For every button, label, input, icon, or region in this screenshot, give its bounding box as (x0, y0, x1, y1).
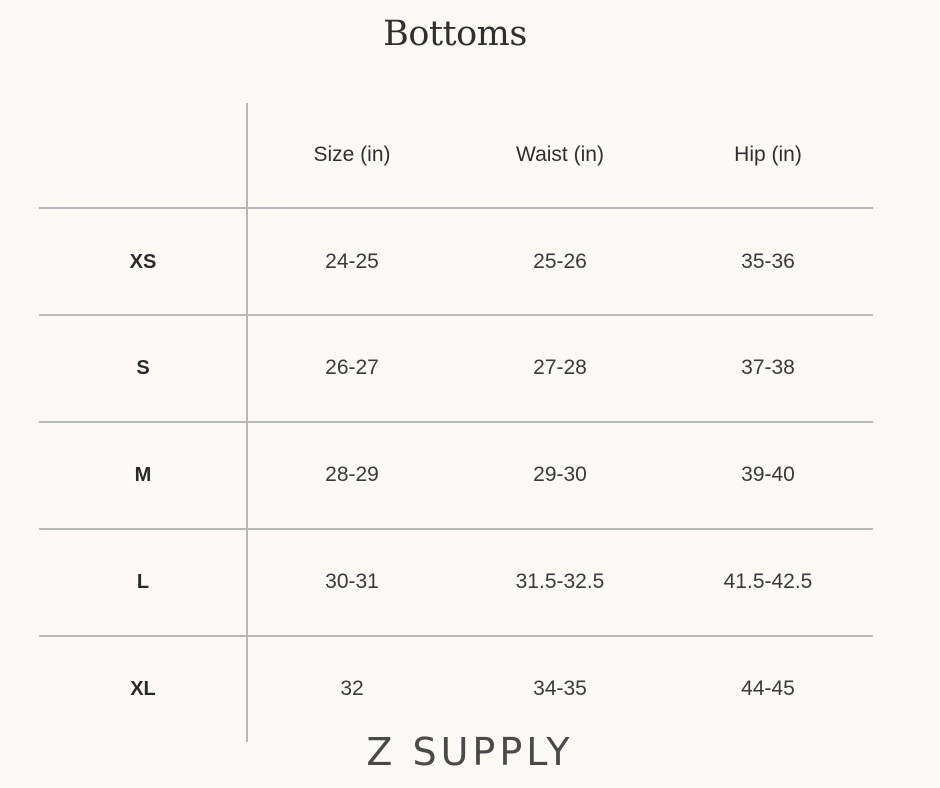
table-cell: 29-30 (533, 463, 587, 486)
table-cell: 27-28 (533, 356, 587, 379)
row-label: L (136, 571, 150, 593)
table-cell: 35-36 (741, 250, 795, 273)
header-waist: Waist (in) (516, 143, 604, 166)
table-cell: 25-26 (533, 250, 587, 273)
table-cell: 30-31 (325, 570, 379, 593)
table-cell: 41.5-42.5 (723, 570, 813, 593)
row-label: S (136, 357, 150, 379)
table-cell: 44-45 (741, 677, 795, 700)
table-cell: 39-40 (741, 463, 795, 486)
table-cell: 32 (340, 677, 364, 700)
header-size: Size (in) (313, 143, 391, 166)
brand-logo: Z SUPPLY (366, 730, 574, 774)
table-cell: 28-29 (325, 463, 379, 486)
row-label: XS (129, 251, 157, 273)
row-divider (39, 207, 873, 209)
table-cell: 34-35 (533, 677, 587, 700)
table-cell: 24-25 (325, 250, 379, 273)
row-divider (39, 421, 873, 423)
row-divider (39, 314, 873, 316)
row-divider (39, 528, 873, 530)
header-hip: Hip (in) (734, 143, 802, 166)
row-divider (39, 635, 873, 637)
row-label: M (134, 464, 152, 486)
chart-title: Bottoms (383, 14, 527, 54)
table-cell: 31.5-32.5 (515, 570, 605, 593)
table-cell: 37-38 (741, 356, 795, 379)
table-cell: 26-27 (325, 356, 379, 379)
row-label: XL (130, 678, 156, 700)
